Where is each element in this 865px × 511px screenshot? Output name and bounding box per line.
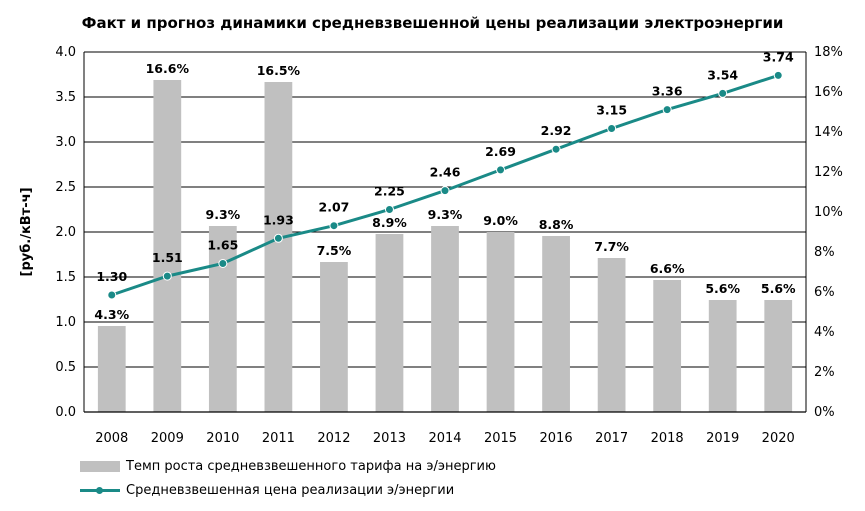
legend-line-swatch [80,485,120,496]
y-right-tick-label: 10% [814,205,843,220]
line-data-label: 3.36 [652,84,683,99]
x-tick-label: 2020 [762,431,795,446]
bar-data-label: 7.5% [317,243,352,258]
chart-title: Факт и прогноз динамики средневзвешенной… [81,14,784,32]
price-point [496,165,506,175]
x-tick-label: 2017 [595,431,628,446]
y-right-tick-label: 16% [814,85,843,100]
price-point [107,290,117,300]
price-point [662,105,672,115]
y-left-tick-label: 1.0 [55,315,76,330]
x-tick-label: 2009 [151,431,184,446]
y-right-tick-label: 18% [814,45,843,60]
y-right-tick-label: 2% [814,365,835,380]
y-left-tick-label: 0.0 [55,405,76,420]
bar [597,258,626,412]
y-left-tick-label: 2.5 [55,180,76,195]
y-left-tick-label: 3.0 [55,135,76,150]
price-point [773,70,783,80]
x-tick-label: 2018 [651,431,684,446]
y-left-tick-label: 1.5 [55,270,76,285]
line-data-label: 1.65 [207,238,238,253]
x-tick-label: 2016 [540,431,573,446]
price-point [551,144,561,154]
y-right-tick-label: 0% [814,405,835,420]
bar-data-label: 4.3% [94,307,129,322]
price-point [162,271,172,281]
bar-data-label: 5.6% [761,281,796,296]
line-data-label: 3.15 [596,103,627,118]
bar [486,232,515,412]
bar-data-label: 6.6% [650,261,685,276]
legend-item-line: Средневзвешенная цена реализации э/энерг… [80,483,454,498]
price-point [607,124,617,133]
x-tick-label: 2019 [706,431,739,446]
price-point [718,88,728,98]
bar-data-label: 5.6% [705,281,740,296]
y-left-tick-label: 4.0 [55,45,76,60]
legend-item-bars: Темп роста средневзвешенного тарифа на э… [80,459,496,474]
line-data-label: 1.30 [96,269,127,284]
x-tick-label: 2011 [262,431,295,446]
legend-bar-label: Темп роста средневзвешенного тарифа на э… [126,459,496,474]
line-data-label: 3.74 [763,49,794,64]
bar [264,82,293,412]
line-data-label: 2.46 [430,165,461,180]
y-right-tick-label: 12% [814,165,843,180]
y-right-tick-label: 4% [814,325,835,340]
y-left-axis-title: [руб./кВт-ч] [19,187,34,276]
bar-data-label: 9.0% [483,213,518,228]
legend-line-label: Средневзвешенная цена реализации э/энерг… [126,483,455,498]
bar-data-label: 16.5% [257,63,301,78]
line-data-label: 1.93 [263,212,294,227]
bar [431,226,459,412]
price-point [218,259,228,268]
y-left-tick-label: 2.0 [55,225,76,240]
bar-data-label: 7.7% [594,239,629,254]
bar [97,326,126,412]
x-tick-label: 2012 [317,431,350,446]
y-right-tick-label: 6% [814,285,835,300]
bar-data-label: 8.8% [539,217,574,232]
x-tick-label: 2008 [95,431,128,446]
bar [542,236,570,412]
price-point [384,205,394,214]
y-left-tick-label: 3.5 [55,90,76,105]
line-data-label: 2.69 [485,144,516,159]
bar [153,80,182,412]
y-right-tick-label: 8% [814,245,835,260]
x-tick-label: 2014 [428,431,461,446]
bar [764,300,793,412]
line-data-label: 2.07 [319,200,350,215]
bar-data-label: 9.3% [206,207,241,222]
y-left-tick-label: 0.5 [55,360,76,375]
legend-bar-swatch [80,461,120,472]
price-point [273,233,283,243]
bar-data-label: 16.6% [146,61,190,76]
bar [208,226,237,412]
line-data-label: 2.92 [541,123,572,138]
x-tick-label: 2015 [484,431,517,446]
bar-data-label: 8.9% [372,215,407,230]
line-data-label: 2.25 [374,184,405,199]
price-point [440,186,450,196]
bar [375,234,404,412]
bar-data-label: 9.3% [428,207,463,222]
bar [653,280,682,412]
price-point [329,221,339,231]
bar [320,262,348,412]
x-tick-label: 2013 [373,431,406,446]
bar [708,300,737,412]
line-data-label: 3.54 [707,67,738,82]
x-tick-label: 2010 [206,431,239,446]
y-right-tick-label: 14% [814,125,843,140]
line-data-label: 1.51 [152,250,183,265]
